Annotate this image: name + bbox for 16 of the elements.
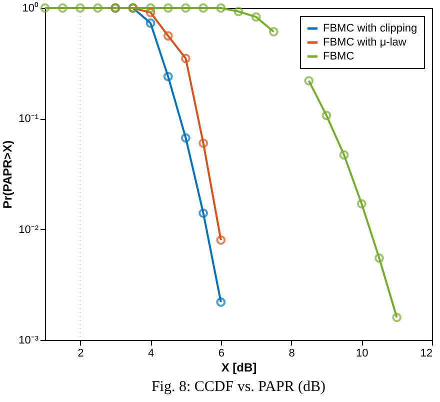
x-tick-label: 2 (78, 348, 84, 360)
x-tick-label: 10 (356, 348, 368, 360)
y-tick-label: 10⁻² (18, 224, 39, 236)
x-tick-label: 4 (148, 348, 154, 360)
y-tick-label: 10⁻³ (18, 334, 39, 346)
y-axis-title: Pr(PAPR>X) (0, 140, 15, 209)
x-tick-label: 12 (420, 348, 432, 360)
legend-label: FBMC with μ-law (323, 36, 406, 48)
y-tick-label: 10⁻¹ (18, 113, 39, 126)
legend-label: FBMC with clipping (323, 22, 418, 34)
caption: Fig. 8: CCDF vs. PAPR (dB) (151, 379, 326, 395)
y-tick-label: 10⁰ (22, 2, 38, 14)
x-tick-label: 8 (288, 348, 295, 360)
x-tick-label: 6 (218, 348, 224, 360)
x-axis-title: X [dB] (221, 360, 257, 374)
legend-label: FBMC (323, 50, 354, 62)
